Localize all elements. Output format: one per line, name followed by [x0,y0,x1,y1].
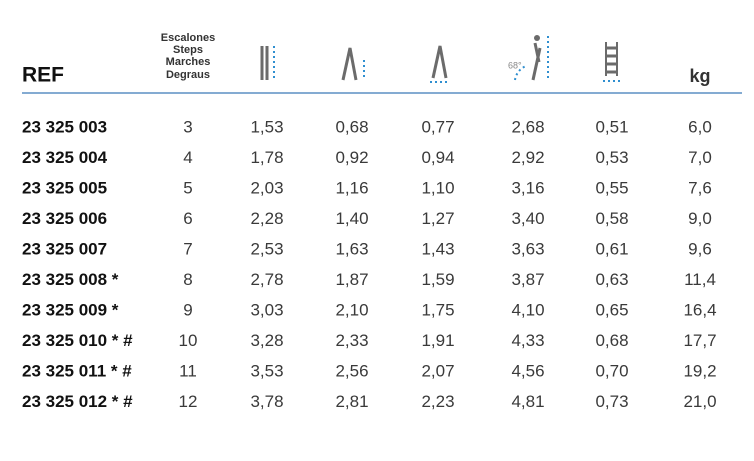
value-cell: 3,03 [250,300,283,319]
value-cell: 7,6 [688,178,712,197]
value-cell: 2,10 [335,300,368,319]
ref-cell: 23 325 012 * # [22,392,133,411]
value-cell: 21,0 [683,392,716,411]
value-cell: 3,40 [511,209,544,228]
value-cell: 3,16 [511,178,544,197]
value-cell: 1,59 [421,270,454,289]
icon-base-width [430,45,449,83]
ref-cell: 23 325 008 * [22,270,119,289]
value-cell: 11,4 [684,270,716,289]
value-cell: 3 [183,117,192,136]
value-cell: 0,73 [595,392,628,411]
value-cell: 1,78 [250,148,283,167]
value-cell: 2,33 [335,331,368,350]
value-cell: 0,68 [335,117,368,136]
value-cell: 6,0 [688,117,712,136]
value-cell: 0,70 [595,361,628,380]
value-cell: 4,81 [511,392,544,411]
value-cell: 1,27 [421,209,454,228]
value-cell: 1,53 [250,117,283,136]
value-cell: 1,40 [335,209,368,228]
value-cell: 2,07 [421,361,454,380]
value-cell: 6 [183,209,192,228]
value-cell: 1,91 [421,331,454,350]
icon-ladder [603,42,621,82]
value-cell: 8 [183,270,192,289]
value-cell: 1,63 [335,239,368,258]
value-cell: 0,77 [421,117,454,136]
ref-cell: 23 325 009 * [22,300,119,319]
steps-label: Degraus [166,69,210,81]
value-cell: 12 [179,392,198,411]
steps-label: Marches [166,56,211,68]
angle-label: 68° [508,60,522,70]
icon-height [260,46,275,80]
icon-working-height [341,47,365,81]
ref-cell: 23 325 003 [22,117,107,136]
value-cell: 3,78 [250,392,283,411]
value-cell: 2,03 [250,178,283,197]
weight-header: kg [689,66,710,86]
steps-label: Steps [173,44,203,56]
value-cell: 1,87 [335,270,368,289]
value-cell: 5 [183,178,192,197]
value-cell: 0,68 [595,331,628,350]
value-cell: 0,61 [595,239,628,258]
ref-cell: 23 325 007 [22,239,107,258]
value-cell: 7,0 [688,148,712,167]
value-cell: 9,6 [688,239,712,258]
value-cell: 1,43 [421,239,454,258]
value-cell: 1,75 [421,300,454,319]
value-cell: 2,68 [511,117,544,136]
value-cell: 3,53 [250,361,283,380]
value-cell: 3,87 [511,270,544,289]
value-cell: 0,94 [421,148,454,167]
value-cell: 0,92 [335,148,368,167]
value-cell: 7 [183,239,192,258]
value-cell: 4,33 [511,331,544,350]
value-cell: 2,23 [421,392,454,411]
value-cell: 2,92 [511,148,544,167]
value-cell: 3,63 [511,239,544,258]
value-cell: 16,4 [683,300,716,319]
value-cell: 2,53 [250,239,283,258]
value-cell: 0,55 [595,178,628,197]
value-cell: 4,56 [511,361,544,380]
value-cell: 10 [179,331,198,350]
value-cell: 2,81 [335,392,368,411]
value-cell: 2,28 [250,209,283,228]
icon-reach: 68° [508,35,549,81]
ref-cell: 23 325 006 [22,209,107,228]
value-cell: 19,2 [683,361,716,380]
value-cell: 4 [183,148,192,167]
value-cell: 1,10 [421,178,454,197]
ref-cell: 23 325 004 [22,148,108,167]
steps-label: Escalones [161,32,215,44]
value-cell: 4,10 [511,300,544,319]
value-cell: 9 [183,300,192,319]
value-cell: 1,16 [335,178,368,197]
ref-cell: 23 325 010 * # [22,331,133,350]
value-cell: 17,7 [683,331,716,350]
ref-header: REF [22,64,64,87]
value-cell: 0,63 [595,270,628,289]
value-cell: 2,78 [250,270,283,289]
ref-cell: 23 325 005 [22,178,107,197]
value-cell: 0,51 [595,117,628,136]
value-cell: 2,56 [335,361,368,380]
value-cell: 0,58 [595,209,628,228]
value-cell: 0,65 [595,300,628,319]
value-cell: 11 [179,361,197,380]
value-cell: 3,28 [250,331,283,350]
value-cell: 9,0 [688,209,712,228]
value-cell: 0,53 [595,148,628,167]
ref-cell: 23 325 011 * # [22,361,132,380]
